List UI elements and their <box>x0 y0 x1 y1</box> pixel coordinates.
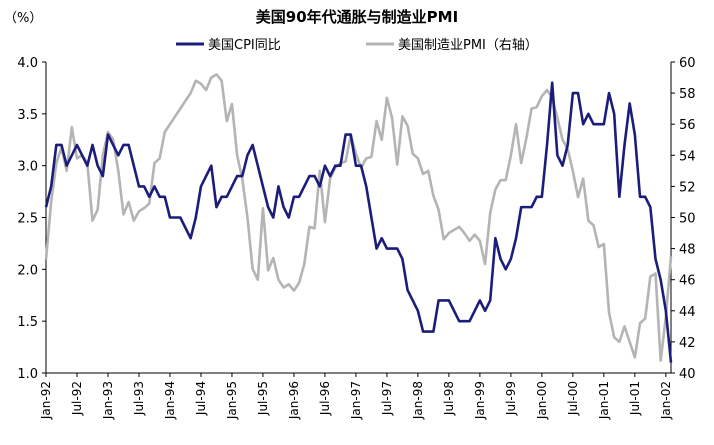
right-y-tick-label: 46 <box>679 274 696 289</box>
left-y-tick-label: 1.5 <box>17 315 38 330</box>
right-y-tick-label: 60 <box>679 56 696 71</box>
x-tick-label: Jul-92 <box>70 381 84 416</box>
axes: 4.0 3.5 3.0 2.5 2.0 1.5 1.0 60 58 56 54 52 50 48 46 44 4… <box>17 56 695 420</box>
right-y-tick-label: 42 <box>679 336 696 351</box>
right-y-tick-label: 52 <box>679 180 696 195</box>
x-tick-label: Jan-96 <box>287 381 301 420</box>
x-tick-label: Jan-99 <box>473 381 487 420</box>
x-tick-label: Jul-00 <box>566 381 580 416</box>
x-tick-label: Jan-92 <box>39 381 53 420</box>
x-tick-label: Jul-95 <box>256 381 270 416</box>
x-tick-label: Jul-94 <box>194 381 208 416</box>
x-tick-label: Jan-95 <box>225 381 239 420</box>
legend: 美国CPI同比 美国制造业PMI（右轴） <box>176 38 538 53</box>
left-y-tick-label: 3.0 <box>17 160 38 175</box>
x-tick-label: Jan-00 <box>535 381 549 420</box>
x-tick-label: Jul-98 <box>442 381 456 416</box>
x-tick-label: Jul-93 <box>132 381 146 416</box>
right-y-tick-label: 58 <box>679 87 696 102</box>
series-line-cpi <box>44 81 673 363</box>
right-y-tick-label: 56 <box>679 118 696 133</box>
x-tick-label: Jul-96 <box>318 381 332 416</box>
x-tick-label: Jul-01 <box>628 381 642 416</box>
x-tick-label: Jul-99 <box>504 381 518 416</box>
x-tick-label: Jan-01 <box>597 381 611 420</box>
series-line-pmi <box>44 73 673 362</box>
right-y-tick-label: 40 <box>679 367 696 382</box>
right-y-tick-label: 54 <box>679 149 696 164</box>
chart-title: 美国90年代通胀与制造业PMI <box>256 8 458 26</box>
x-tick-label: Jan-94 <box>163 381 177 420</box>
right-y-tick-label: 50 <box>679 212 696 227</box>
legend-label-cpi: 美国CPI同比 <box>208 38 281 53</box>
x-tick-label: Jan-02 <box>659 381 673 420</box>
x-tick-label: Jan-97 <box>349 381 363 420</box>
left-y-tick-label: 2.5 <box>17 212 38 227</box>
left-y-tick-label: 4.0 <box>17 56 38 71</box>
left-y-tick-label: 2.0 <box>17 263 38 278</box>
right-y-tick-label: 48 <box>679 243 696 258</box>
x-tick-label: Jan-93 <box>101 381 115 420</box>
legend-label-pmi: 美国制造业PMI（右轴） <box>398 38 538 53</box>
legend-item-cpi: 美国CPI同比 <box>176 38 281 53</box>
right-y-tick-label: 44 <box>679 305 696 320</box>
left-y-tick-label: 3.5 <box>17 108 38 123</box>
x-tick-label: Jan-98 <box>411 381 425 420</box>
x-tick-label: Jul-97 <box>380 381 394 416</box>
series-layer <box>44 73 673 363</box>
left-axis-unit-label: （%） <box>4 11 42 26</box>
legend-item-pmi: 美国制造业PMI（右轴） <box>366 38 538 53</box>
left-y-tick-label: 1.0 <box>17 367 38 382</box>
